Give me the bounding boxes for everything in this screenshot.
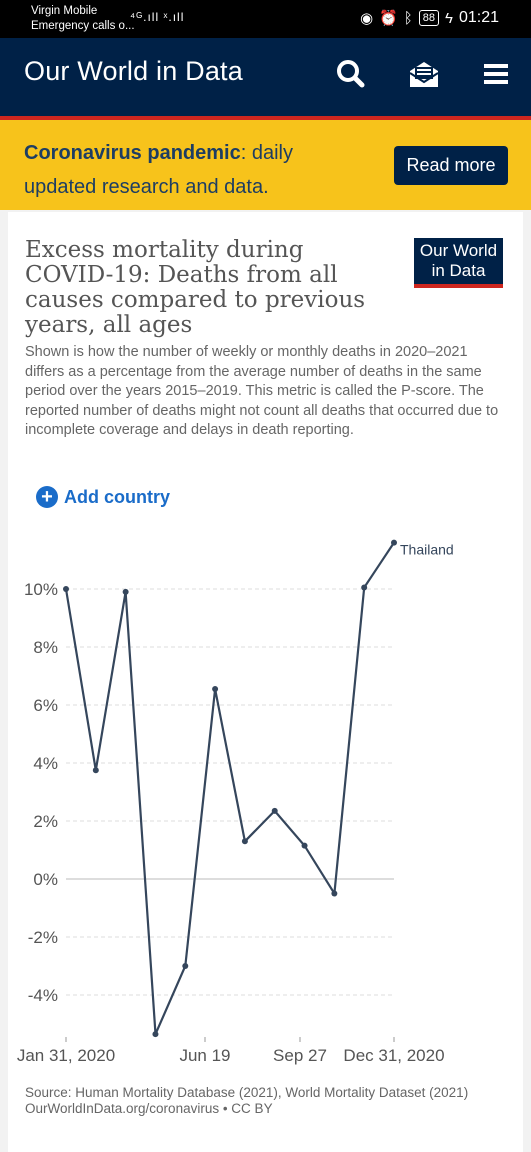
chart-source: Source: Human Mortality Database (2021),… <box>25 1085 495 1117</box>
y-axis-labels: -4% -2% 0% 2% 4% 6% 8% 10% <box>24 580 58 1005</box>
eye-icon: ◉ <box>359 10 374 27</box>
bluetooth-icon: ᛒ <box>403 9 413 27</box>
battery-icon: 88 <box>418 10 439 26</box>
signal-icon: ⁴ᴳ.ıll ˣ.ıll <box>130 10 185 24</box>
clock: 01:21 <box>458 9 499 26</box>
y-tick-label: -4% <box>28 986 58 1005</box>
banner-text[interactable]: Coronavirus pandemic: daily updated rese… <box>24 136 354 204</box>
chart-title: Excess mortality during COVID-19: Deaths… <box>25 237 366 338</box>
source-text: Source: Human Mortality Database (2021),… <box>25 1085 469 1100</box>
x-tick-label: Jan 31, 2020 <box>17 1046 115 1065</box>
site-header <box>0 38 531 116</box>
data-point[interactable] <box>92 767 99 774</box>
plus-circle-icon: + <box>36 486 58 508</box>
series-line-thailand <box>64 541 395 1035</box>
add-country-label: Add country <box>64 486 170 507</box>
carrier-name: Virgin Mobile <box>31 5 98 17</box>
y-tick-label: 2% <box>33 812 58 831</box>
owid-logo[interactable]: Our World in Data <box>414 238 503 288</box>
banner-description: : daily updated research and data. <box>24 142 293 198</box>
alarm-icon: ⏰ <box>379 10 398 27</box>
search-icon <box>337 60 365 88</box>
series-label-thailand[interactable]: Thailand <box>400 542 454 558</box>
add-country-button[interactable]: + Add country <box>36 486 170 508</box>
carrier-info: Virgin Mobile Emergency calls o... <box>31 4 135 34</box>
y-tick-label: 10% <box>24 580 58 599</box>
newsletter-button[interactable] <box>404 54 444 94</box>
data-point[interactable] <box>271 807 278 814</box>
newsletter-icon <box>409 62 439 87</box>
status-bar: Virgin Mobile Emergency calls o... ⁴ᴳ.ıl… <box>0 0 531 38</box>
x-axis: Jan 31, 2020 Jun 19 Sep 27 Dec 31, 2020 <box>17 1037 445 1065</box>
line-chart: -4% -2% 0% 2% 4% 6% 8% 10% Jan 31, 2020 Jun 19 Se… <box>17 539 454 1065</box>
owid-logo-bar <box>414 284 503 288</box>
data-point[interactable] <box>301 842 308 849</box>
x-tick-label: Jun 19 <box>179 1046 230 1065</box>
read-more-button[interactable]: Read more <box>394 146 508 185</box>
data-point[interactable] <box>152 1031 159 1038</box>
owid-logo-text: Our World in Data <box>419 241 498 280</box>
y-tick-label: 4% <box>33 754 58 773</box>
charging-icon: ϟ <box>445 9 453 27</box>
data-point[interactable] <box>361 584 368 591</box>
chart-subtitle: Shown is how the number of weekly or mon… <box>25 344 499 438</box>
search-button[interactable] <box>331 54 371 94</box>
data-point[interactable] <box>63 586 69 592</box>
emergency-text: Emergency calls o... <box>31 20 135 32</box>
data-point[interactable] <box>391 539 397 546</box>
x-tick-label: Sep 27 <box>273 1046 327 1065</box>
data-point[interactable] <box>212 686 219 693</box>
site-logo[interactable]: Our World in Data <box>24 56 243 86</box>
data-point[interactable] <box>241 838 248 845</box>
y-tick-label: 8% <box>33 638 58 657</box>
x-tick-label: Dec 31, 2020 <box>343 1046 444 1065</box>
data-point[interactable] <box>122 588 129 595</box>
y-tick-label: 6% <box>33 696 58 715</box>
data-point[interactable] <box>331 890 338 897</box>
y-tick-label: -2% <box>28 928 58 947</box>
y-tick-label: 0% <box>33 870 58 889</box>
data-point[interactable] <box>182 963 189 969</box>
system-icons: ◉ ⏰ ᛒ 88 ϟ 01:21 <box>360 9 499 27</box>
header-accent-bar <box>0 116 531 120</box>
menu-button[interactable] <box>476 54 516 94</box>
series-points <box>63 539 397 1038</box>
banner-headline: Coronavirus pandemic <box>24 142 241 164</box>
menu-icon <box>484 64 508 84</box>
license-text[interactable]: OurWorldInData.org/coronavirus • CC BY <box>25 1101 273 1116</box>
